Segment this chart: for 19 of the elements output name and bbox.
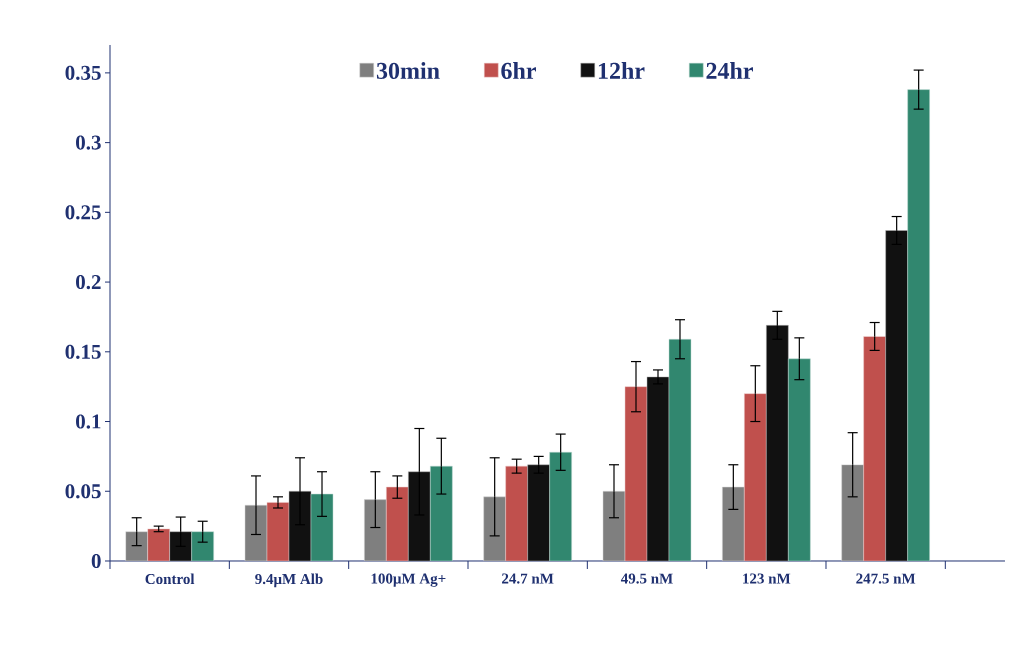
y-tick-label: 0.05 bbox=[65, 484, 101, 499]
y-tick-label: 0.2 bbox=[76, 274, 101, 290]
x-tick-label: 247.5 nM bbox=[856, 573, 916, 584]
y-tick-label: 0.1 bbox=[76, 414, 101, 429]
x-tick-label: 49.5 nM bbox=[620, 573, 673, 584]
x-tick-label: 100μM Ag+ bbox=[371, 573, 446, 587]
legend-label: 24hr bbox=[706, 62, 753, 79]
y-tick-label: 0.15 bbox=[65, 344, 101, 359]
x-tick-label: 24.7 nM bbox=[502, 573, 554, 584]
legend-label: 12hr bbox=[598, 62, 645, 79]
legend-label: 6hr bbox=[501, 62, 536, 79]
y-tick-label: 0.25 bbox=[65, 205, 101, 220]
y-tick-label: 0.3 bbox=[76, 135, 101, 150]
y-tick-label: 0.35 bbox=[65, 65, 101, 81]
x-tick-label: 9.4μM Alb bbox=[255, 573, 323, 588]
x-tick-label: Control bbox=[145, 573, 195, 585]
y-tick-label: 0 bbox=[91, 553, 101, 569]
x-tick-label: 123 nM bbox=[743, 573, 791, 584]
legend-label: 30min bbox=[376, 62, 440, 79]
